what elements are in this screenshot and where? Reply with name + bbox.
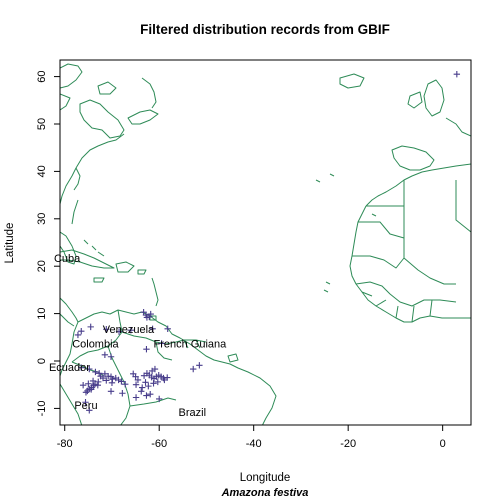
occurrence-point <box>86 407 93 414</box>
occurrence-point <box>196 362 203 369</box>
occurrence-point <box>87 386 95 393</box>
y-tick-label: 20 <box>36 260 48 272</box>
occurrence-point <box>164 325 171 332</box>
x-tick-label: -60 <box>151 438 167 450</box>
occurrence-point <box>143 314 151 321</box>
occurrence-point <box>103 377 110 384</box>
y-tick-label: 50 <box>36 118 48 130</box>
occurrence-point <box>139 384 146 391</box>
occurrence-points <box>74 71 461 414</box>
occurrence-point <box>97 372 104 380</box>
y-tick-label: 10 <box>36 307 48 319</box>
x-tick-label: -40 <box>246 438 262 450</box>
occurrence-point <box>91 381 99 388</box>
occurrence-point <box>143 345 150 353</box>
occurrence-point <box>74 331 82 339</box>
x-tick-label: -20 <box>340 438 356 450</box>
occurrence-point <box>84 387 91 395</box>
occurrence-point <box>107 353 115 360</box>
occurrence-point <box>107 388 115 395</box>
occurrence-point <box>127 326 135 334</box>
occurrence-point <box>79 381 87 389</box>
occurrence-point <box>87 323 94 331</box>
occurrence-point <box>86 365 93 373</box>
occurrence-point <box>119 390 126 397</box>
place-label: Venezuela <box>103 324 155 336</box>
occurrence-point <box>143 392 150 399</box>
occurrence-point <box>115 328 123 335</box>
occurrence-point <box>142 379 149 386</box>
y-tick-label: 40 <box>36 165 48 177</box>
occurrence-point <box>132 394 140 401</box>
occurrence-point <box>156 395 163 403</box>
occurrence-point <box>164 374 171 381</box>
occurrence-point <box>85 380 92 387</box>
place-label: Cuba <box>54 253 81 265</box>
occurrence-point <box>190 365 197 373</box>
y-tick-label: 0 <box>36 358 48 364</box>
occurrence-point <box>92 368 99 376</box>
occurrence-point <box>101 351 109 359</box>
chart-title: Filtered distribution records from GBIF <box>140 22 390 37</box>
place-label: Brazil <box>179 407 207 419</box>
x-tick-label: 0 <box>440 438 446 450</box>
occurrence-point <box>82 399 89 406</box>
x-axis: -80 -60 -40 -20 0 <box>57 424 446 450</box>
x-axis-label: Longitude <box>240 472 291 484</box>
place-labels: Cuba Venezuela Colombia French Guiana Ecuado… <box>49 253 227 419</box>
occurrence-point <box>96 370 103 377</box>
occurrence-point <box>151 365 159 373</box>
occurrence-point <box>147 310 154 318</box>
y-axis-label: Latitude <box>4 223 16 264</box>
occurrence-point <box>132 381 140 388</box>
x-tick-label: -80 <box>57 438 73 450</box>
plot-frame <box>59 59 472 426</box>
occurrence-point <box>145 382 152 390</box>
map-plot-area <box>60 63 471 425</box>
occurrence-point <box>149 325 156 332</box>
occurrence-point <box>82 389 90 396</box>
place-label: Ecuador <box>49 362 90 374</box>
occurrence-point <box>94 381 101 389</box>
place-label: Colombia <box>72 338 119 350</box>
occurrence-point <box>453 71 461 78</box>
occurrence-point <box>154 378 161 386</box>
occurrence-point <box>78 327 85 335</box>
occurrence-point <box>118 378 125 385</box>
species-subtitle: Amazona festiva <box>221 487 309 499</box>
y-tick-label: 30 <box>36 213 48 225</box>
y-axis: -10 0 10 20 30 40 50 60 <box>36 70 61 416</box>
occurrence-point <box>150 380 157 387</box>
y-tick-label: 60 <box>36 70 48 82</box>
occurrence-point <box>108 379 116 387</box>
occurrence-point <box>138 388 145 395</box>
occurrence-point <box>134 376 142 384</box>
place-label: French Guiana <box>154 338 228 350</box>
occurrence-point <box>115 376 122 384</box>
occurrence-point <box>132 373 139 380</box>
occurrence-point <box>103 326 110 333</box>
coastlines <box>60 63 471 425</box>
occurrence-point <box>121 381 129 388</box>
country-borders <box>71 180 471 425</box>
occurrence-point <box>89 377 97 385</box>
y-tick-label: -10 <box>36 400 48 416</box>
occurrence-point <box>158 340 165 347</box>
occurrence-point <box>147 390 154 398</box>
occurrence-point <box>78 364 85 371</box>
occurrence-point <box>101 370 109 378</box>
place-label: Peru <box>74 400 97 412</box>
